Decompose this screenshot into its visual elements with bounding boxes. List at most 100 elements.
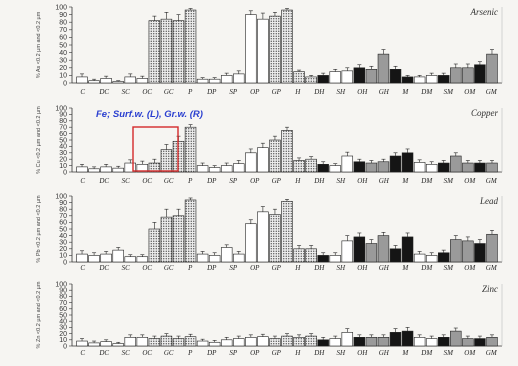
y-tick-label: 80 (59, 294, 67, 301)
category-label: OP (250, 177, 260, 185)
bar (196, 165, 209, 173)
bar (401, 152, 414, 173)
bar (208, 255, 221, 263)
bar (233, 338, 245, 347)
category-label: GM (486, 177, 498, 185)
category-label: DC (98, 177, 109, 185)
category-label: P (187, 177, 193, 185)
bar (353, 67, 366, 84)
y-tick-label: 0 (63, 169, 67, 176)
bar (365, 337, 378, 347)
bar (100, 78, 112, 84)
category-label: OC (142, 88, 152, 96)
category-label: GP (272, 349, 282, 357)
bar (160, 335, 173, 347)
y-tick-label: 70 (59, 27, 67, 34)
bar (486, 162, 498, 173)
y-tick-label: 20 (59, 157, 67, 164)
y-tick-label: 90 (59, 112, 67, 119)
category-label: DM (420, 177, 433, 185)
category-label: SP (229, 177, 238, 185)
bar (329, 71, 341, 84)
category-label: DC (98, 349, 109, 357)
bar (245, 337, 257, 347)
bar (269, 139, 281, 173)
bar (450, 330, 462, 347)
bar (220, 165, 233, 173)
category-label: OH (357, 177, 368, 185)
bar (88, 342, 100, 347)
category-label: SH (336, 349, 346, 357)
y-tick-label: 60 (59, 35, 67, 42)
y-tick-label: 0 (63, 343, 67, 350)
category-label: M (401, 88, 409, 96)
bar (293, 71, 305, 84)
bar (196, 78, 209, 84)
y-tick-label: 80 (59, 207, 67, 214)
category-label: SP (229, 349, 238, 357)
y-tick-label: 10 (59, 337, 67, 344)
bar (486, 337, 498, 347)
category-label: OM (464, 349, 476, 357)
bar (293, 160, 305, 173)
bar (486, 233, 498, 263)
y-tick-label: 40 (59, 233, 67, 240)
bar (413, 337, 426, 347)
y-tick-label: 30 (59, 58, 67, 65)
category-label: C (80, 349, 85, 357)
category-label: OH (357, 264, 368, 272)
bar (88, 255, 100, 263)
category-label: DH (313, 177, 325, 185)
annotation: Fe; Surf.w. (L), Gr.w. (R) (96, 109, 203, 120)
bar (462, 240, 474, 263)
category-label: GC (164, 264, 174, 272)
category-label: SP (229, 88, 238, 96)
category-label: SM (444, 177, 455, 185)
category-label: H (294, 264, 301, 272)
bar (438, 337, 450, 347)
y-tick-label: 70 (59, 213, 67, 220)
y-tick-label: 0 (63, 259, 67, 266)
y-tick-label: 60 (59, 306, 67, 313)
bar (389, 69, 402, 84)
bar (184, 9, 197, 84)
category-label: SP (229, 264, 238, 272)
category-label: OH (357, 349, 368, 357)
bar (245, 152, 257, 173)
bar (100, 341, 112, 347)
bar (148, 20, 161, 84)
bar (124, 76, 136, 84)
bar (160, 216, 173, 263)
bar (220, 247, 233, 263)
bar (124, 256, 136, 263)
category-label: DC (98, 264, 109, 272)
bar (474, 338, 486, 347)
bar (112, 81, 124, 84)
category-label: DP (206, 88, 217, 96)
bar (401, 330, 414, 347)
bar (401, 76, 414, 84)
bar (269, 15, 281, 84)
highlight-box (132, 126, 179, 172)
category-label: GC (164, 349, 174, 357)
bar (317, 75, 329, 84)
bar (413, 76, 426, 84)
y-tick-label: 60 (59, 131, 67, 138)
category-label: C (80, 177, 85, 185)
bar (269, 214, 281, 263)
category-label: DM (420, 264, 433, 272)
bar (377, 337, 390, 347)
bar (425, 255, 438, 263)
bar (462, 67, 474, 84)
y-tick-label: 90 (59, 200, 67, 207)
y-tick-label: 50 (59, 312, 67, 319)
category-label: DP (206, 349, 217, 357)
category-label: DC (98, 88, 109, 96)
category-label: GH (379, 349, 390, 357)
bar (112, 343, 124, 347)
category-label: SH (336, 177, 346, 185)
y-tick-label: 30 (59, 240, 67, 247)
bar (401, 236, 414, 263)
